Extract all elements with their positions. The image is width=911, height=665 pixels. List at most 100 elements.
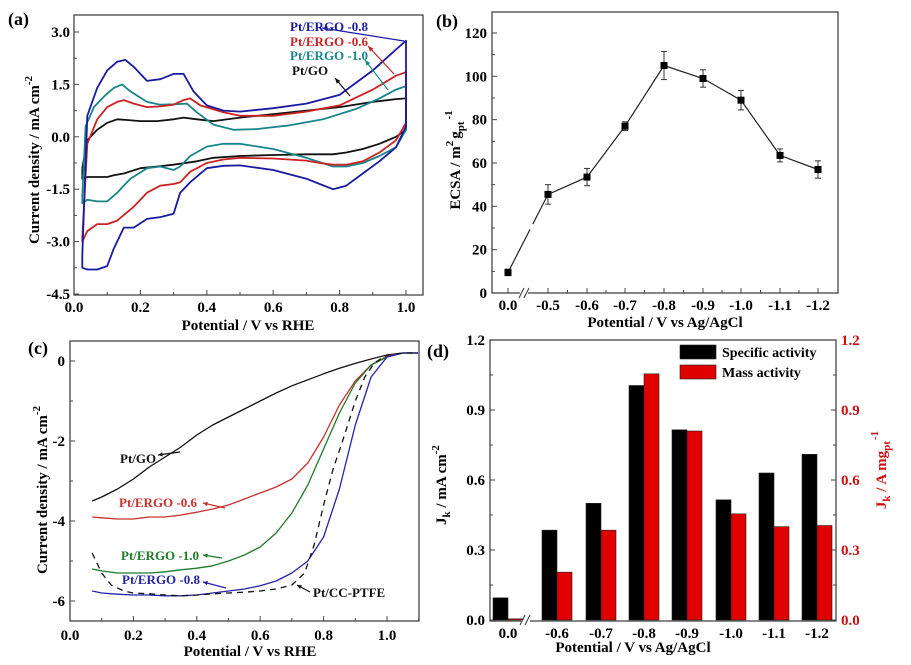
data-point: [504, 268, 512, 276]
x-tick-label: -0.5: [536, 298, 560, 314]
series-line-pt-go: [91, 352, 418, 502]
annotation-label: Pt/ERGO -0.8: [122, 572, 200, 587]
x-tick-label: 0.6: [264, 300, 283, 316]
annotation-label: Pt/ERGO -1.0: [290, 48, 368, 63]
bar-mass-activity: [686, 430, 703, 621]
x-tick-label: -0.8: [632, 626, 656, 642]
series-line: [532, 64, 819, 225]
y-axis-label-right-sup: -1: [869, 431, 881, 440]
y-tick-label: 120: [465, 26, 488, 42]
legend: Specific activity Mass activity: [679, 344, 816, 381]
x-tick-label: 0.4: [197, 300, 216, 316]
y-tick-label: 0: [480, 286, 488, 302]
y-axis-label-right-main: J: [874, 501, 890, 509]
y-axis-label-sup: -2: [430, 445, 442, 455]
y-tick-label: 80: [472, 113, 487, 129]
x-tick-label: -0.6: [545, 626, 569, 642]
x-tick-label: -0.9: [675, 626, 699, 642]
axis-break-mark: [518, 287, 525, 299]
y-tick-label: 100: [465, 69, 488, 85]
y-axis-label-g: g: [448, 131, 464, 139]
bar-specific-activity: [541, 529, 558, 621]
axis-break-mark: [523, 287, 530, 299]
y-axis-label-sub: pt: [455, 121, 467, 131]
x-axis-label: Potential / V vs Ag/AgCl: [555, 640, 710, 656]
x-tick-label: 0.6: [251, 628, 270, 644]
panel-b: (b) 0 20 40 60 80 100 120 0.0 -0.5 -0.6 -0.7 -0.8 -0…: [436, 11, 839, 331]
y-tick-label: -2: [53, 434, 66, 450]
bar-specific-activity: [758, 472, 775, 621]
y-axis-label-main: Current density / mA cm: [27, 85, 43, 244]
bar-specific-activity: [671, 429, 688, 621]
y-axis-label-sub: k: [441, 510, 453, 517]
y-tick-label-left: 0.3: [466, 543, 485, 559]
y-tick-label: 0.0: [51, 130, 70, 146]
bar-specific-activity: [628, 385, 645, 621]
bar-specific-activity: [585, 503, 602, 621]
y-axis-label-sup: -2: [31, 405, 43, 415]
y-tick-label: 60: [472, 156, 487, 172]
series-line-segment: [507, 229, 531, 273]
axis-break-gap: [520, 289, 528, 297]
x-axis-label: Potential / V vs Ag/AgCl: [587, 315, 742, 331]
panel-label: (c): [28, 338, 48, 359]
y-tick-label: 3.0: [51, 25, 70, 41]
y-tick-label: 20: [472, 243, 487, 259]
axis-break-mark: [524, 614, 531, 626]
y-tick-label-left: 0.6: [466, 473, 485, 489]
arrowhead-icon: [203, 501, 208, 507]
y-tick-label: -3.0: [46, 235, 70, 251]
data-point: [660, 62, 668, 69]
bar-mass-activity: [600, 529, 617, 621]
x-tick-label: 1.0: [397, 300, 416, 316]
bar-mass-activity: [556, 571, 573, 621]
series-line-pt-ergo-0-6: [92, 352, 418, 520]
x-tick-label: 0.2: [124, 628, 143, 644]
y-tick-label: -1.5: [46, 182, 70, 198]
y-tick-label: 1.5: [51, 77, 70, 93]
y-axis-label-main: Current density / mA cm: [35, 415, 51, 574]
x-tick-label: -0.9: [691, 298, 715, 314]
arrowhead-icon: [203, 581, 208, 586]
bar-specific-activity: [492, 597, 509, 621]
annotation-label: Pt/GO: [120, 451, 156, 466]
plot-frame: [73, 14, 424, 296]
bar-mass-activity: [507, 618, 524, 621]
y-axis-label-main: ECSA / m: [448, 146, 464, 210]
bar-mass-activity: [816, 525, 833, 621]
y-tick-label: -4: [53, 514, 66, 530]
arrowhead-icon: [365, 60, 371, 66]
y-axis-label-sup: 2: [444, 140, 456, 146]
data-point: [776, 151, 784, 159]
y-tick-label-right: 0.6: [841, 473, 860, 489]
x-tick-label: 1.0: [378, 628, 397, 644]
y-axis-label-rest: / mA cm: [434, 454, 450, 512]
x-tick-label: -1.0: [729, 298, 753, 314]
x-axis-label: Potential / V vs RHE: [182, 318, 315, 334]
y-tick-label-left: 1.2: [466, 333, 485, 349]
x-tick-label: -1.2: [805, 626, 829, 642]
data-point: [621, 122, 629, 130]
x-tick-label: -0.7: [589, 626, 613, 642]
annotation-label: Pt/ERGO -0.6: [290, 34, 368, 49]
y-tick-label-right: 1.2: [841, 333, 860, 349]
plot-frame: [491, 11, 839, 294]
axis-break-gap: [521, 616, 530, 624]
annotation-label: Pt/ERGO -0.8: [290, 19, 368, 34]
legend-swatch: [679, 364, 717, 380]
y-axis-label-left: Jk / mA cm-2: [430, 445, 453, 525]
legend-label: Specific activity: [722, 346, 816, 361]
data-point: [544, 190, 552, 198]
x-tick-label: 0.0: [61, 628, 80, 644]
x-axis-label: Potential / V vs RHE: [184, 644, 317, 660]
y-tick-label-right: 0.3: [841, 543, 860, 559]
annotation-arrow: [364, 59, 389, 91]
x-tick-label: -1.0: [719, 626, 743, 642]
y-axis-label-right-sub2: pt: [881, 441, 893, 451]
x-tick-label: 0.8: [314, 628, 333, 644]
y-axis-label-sup2: -1: [443, 110, 455, 119]
y-axis-label-sup: -2: [23, 75, 35, 85]
arrowhead-icon: [203, 553, 208, 558]
y-tick-label: -6: [53, 594, 66, 610]
